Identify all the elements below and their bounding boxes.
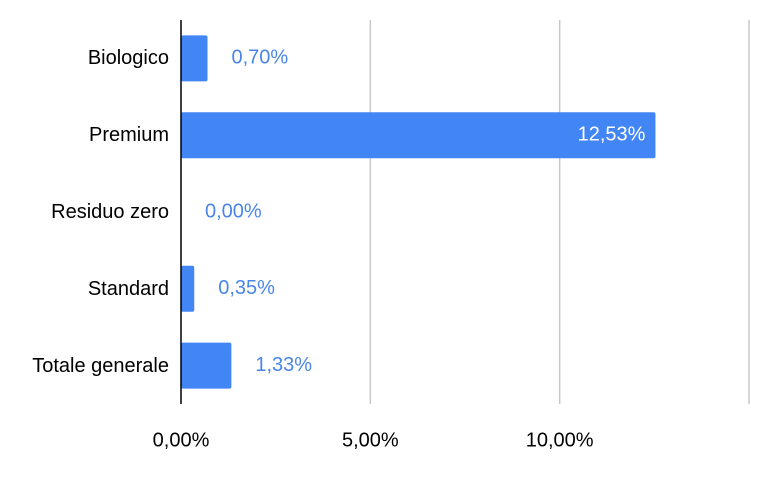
y-tick-label: Premium: [88, 124, 169, 147]
bar: [181, 265, 195, 312]
data-label: 1,33%: [255, 354, 312, 376]
y-tick-label: Standard: [87, 277, 169, 300]
y-tick-label: Biologico: [87, 47, 169, 70]
y-tick-label: Residuo zero: [51, 201, 169, 223]
bar: [181, 112, 656, 159]
data-label: 0,70%: [232, 47, 289, 69]
bar: [181, 35, 208, 82]
x-tick-label: 10,00%: [526, 429, 594, 451]
x-tick-label: 0,00%: [153, 429, 210, 451]
data-label: 0,35%: [218, 277, 275, 299]
y-tick-label: Totale generale: [32, 354, 169, 377]
bar: [181, 342, 232, 389]
data-label: 0,00%: [205, 200, 262, 222]
x-tick-label: 5,00%: [342, 429, 399, 451]
data-label: 12,53%: [578, 123, 646, 145]
